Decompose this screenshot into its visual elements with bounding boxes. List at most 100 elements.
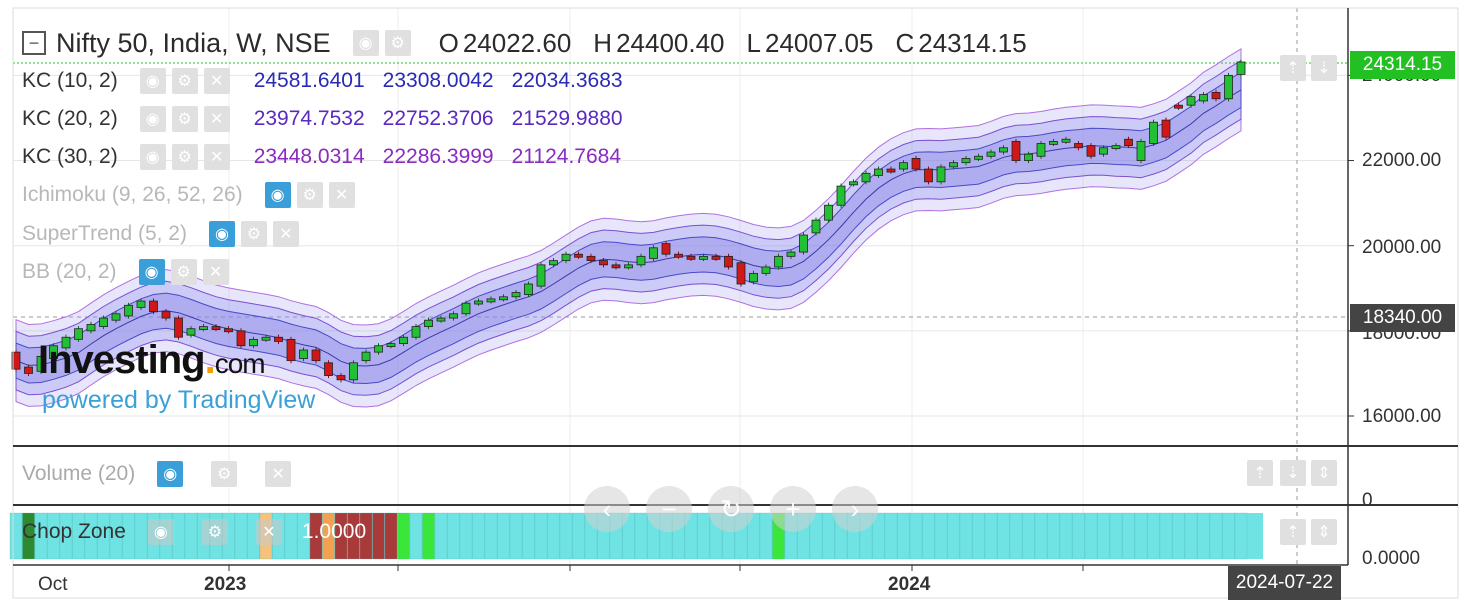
collapse-icon[interactable]: − — [22, 31, 46, 55]
eye-icon[interactable]: ◉ — [139, 68, 166, 94]
powered-by-text: powered by TradingView — [42, 386, 316, 414]
close-icon[interactable]: ✕ — [328, 182, 355, 208]
close-icon[interactable]: ✕ — [203, 106, 230, 132]
gear-icon[interactable]: ⚙ — [211, 461, 238, 487]
minus-icon[interactable]: − — [646, 486, 692, 532]
chop-bar — [947, 512, 960, 560]
gear-icon[interactable]: ⚙ — [171, 68, 198, 94]
chop-bar — [922, 512, 935, 560]
chop-bar — [809, 512, 823, 560]
candle — [1024, 153, 1033, 161]
chop-bar — [284, 512, 298, 560]
chop-bar — [634, 512, 648, 560]
plus-icon[interactable]: + — [770, 486, 816, 532]
arrow-up-icon[interactable]: ⇡ — [1247, 460, 1273, 486]
candle — [61, 336, 71, 349]
chop-bar — [297, 512, 310, 560]
eye-icon[interactable]: ◉ — [147, 519, 174, 545]
indicator-value: 22752.3706 — [382, 107, 494, 130]
eye-icon[interactable]: ◉ — [208, 221, 235, 247]
time-label: 2023 — [204, 574, 247, 595]
gear-icon[interactable]: ⚙ — [171, 106, 198, 132]
candle — [1049, 140, 1058, 145]
candle — [1211, 92, 1221, 100]
gear-icon[interactable]: ⚙ — [296, 182, 323, 208]
gear-icon[interactable]: ⚙ — [240, 221, 267, 247]
candle — [974, 155, 983, 160]
candle — [736, 262, 746, 285]
arrow-up-icon[interactable]: ⇡ — [1280, 519, 1306, 545]
close-icon[interactable]: ✕ — [203, 68, 230, 94]
arrow-up-icon[interactable]: ⇡ — [1280, 55, 1306, 81]
close-icon[interactable]: ✕ — [255, 519, 282, 545]
close-icon[interactable]: ✕ — [272, 221, 299, 247]
gear-icon[interactable]: ⚙ — [384, 30, 411, 56]
eye-icon[interactable]: ◉ — [157, 461, 184, 487]
gear-icon[interactable]: ⚙ — [170, 259, 197, 285]
candle — [1161, 119, 1171, 138]
ohlc-high: H 24400.40 — [593, 27, 725, 58]
candle — [1074, 143, 1083, 149]
chop-bar — [347, 512, 360, 560]
indicator-name: Ichimoku (9, 26, 52, 26) — [22, 183, 243, 206]
chop-bar — [1222, 512, 1235, 560]
chop-bar — [497, 512, 510, 560]
arrow-updown-icon[interactable]: ⇕ — [1311, 519, 1337, 545]
candle — [499, 296, 508, 301]
indicator-name: KC (30, 2) — [22, 145, 118, 168]
chop-bar — [509, 512, 523, 560]
candle — [1124, 138, 1133, 147]
chop-bar — [372, 512, 385, 560]
arrow-down-icon[interactable]: ⇣ — [1280, 460, 1306, 486]
close-icon[interactable]: ✕ — [202, 259, 229, 285]
eye-icon[interactable]: ◉ — [352, 30, 379, 56]
chevron-left-icon[interactable]: ‹ — [584, 486, 630, 532]
chop-bar — [472, 512, 485, 560]
candle — [511, 292, 521, 298]
chop-bar — [884, 512, 898, 560]
chop-bar — [984, 512, 998, 560]
candle — [1149, 121, 1158, 144]
kc-30-band — [15, 48, 1242, 408]
chop-bar — [9, 512, 23, 560]
arrow-updown-icon[interactable]: ⇕ — [1311, 460, 1337, 486]
indicator-value: 21124.7684 — [511, 145, 621, 168]
chop-bar — [1109, 512, 1123, 560]
chop-bar — [422, 512, 435, 560]
kc-20-band — [15, 59, 1242, 396]
gear-icon[interactable]: ⚙ — [201, 519, 228, 545]
volume-axis-tick: 0 — [1362, 490, 1373, 511]
chop-bar — [334, 512, 348, 560]
candlestick-series — [11, 59, 1246, 383]
eye-icon[interactable]: ◉ — [264, 182, 291, 208]
eye-icon[interactable]: ◉ — [138, 259, 165, 285]
candle — [724, 255, 733, 268]
candle — [424, 319, 433, 327]
arrow-down-icon[interactable]: ⇣ — [1311, 55, 1337, 81]
indicator-value: 21529.9880 — [511, 107, 623, 130]
candle — [761, 266, 771, 274]
chevron-right-icon[interactable]: › — [832, 486, 878, 532]
chop-bar — [359, 512, 373, 560]
chop-bar — [84, 512, 98, 560]
candle — [1061, 138, 1071, 143]
chop-bar — [434, 512, 448, 560]
chop-bar — [534, 512, 548, 560]
price-tick: 16000.00 — [1362, 406, 1442, 427]
candle — [936, 166, 946, 183]
eye-icon[interactable]: ◉ — [139, 144, 166, 170]
gear-icon[interactable]: ⚙ — [171, 144, 198, 170]
reset-icon[interactable]: ↻ — [708, 486, 754, 532]
candle — [786, 251, 796, 257]
candle — [749, 272, 758, 283]
candle — [599, 260, 608, 266]
chop-axis-tick: 0.0000 — [1362, 548, 1421, 569]
candle — [374, 345, 383, 353]
chop-bar — [384, 512, 398, 560]
chop-bar — [997, 512, 1010, 560]
close-icon[interactable]: ✕ — [203, 144, 230, 170]
eye-icon[interactable]: ◉ — [139, 106, 166, 132]
close-icon[interactable]: ✕ — [265, 461, 292, 487]
candle — [99, 317, 108, 327]
candle — [36, 355, 46, 372]
